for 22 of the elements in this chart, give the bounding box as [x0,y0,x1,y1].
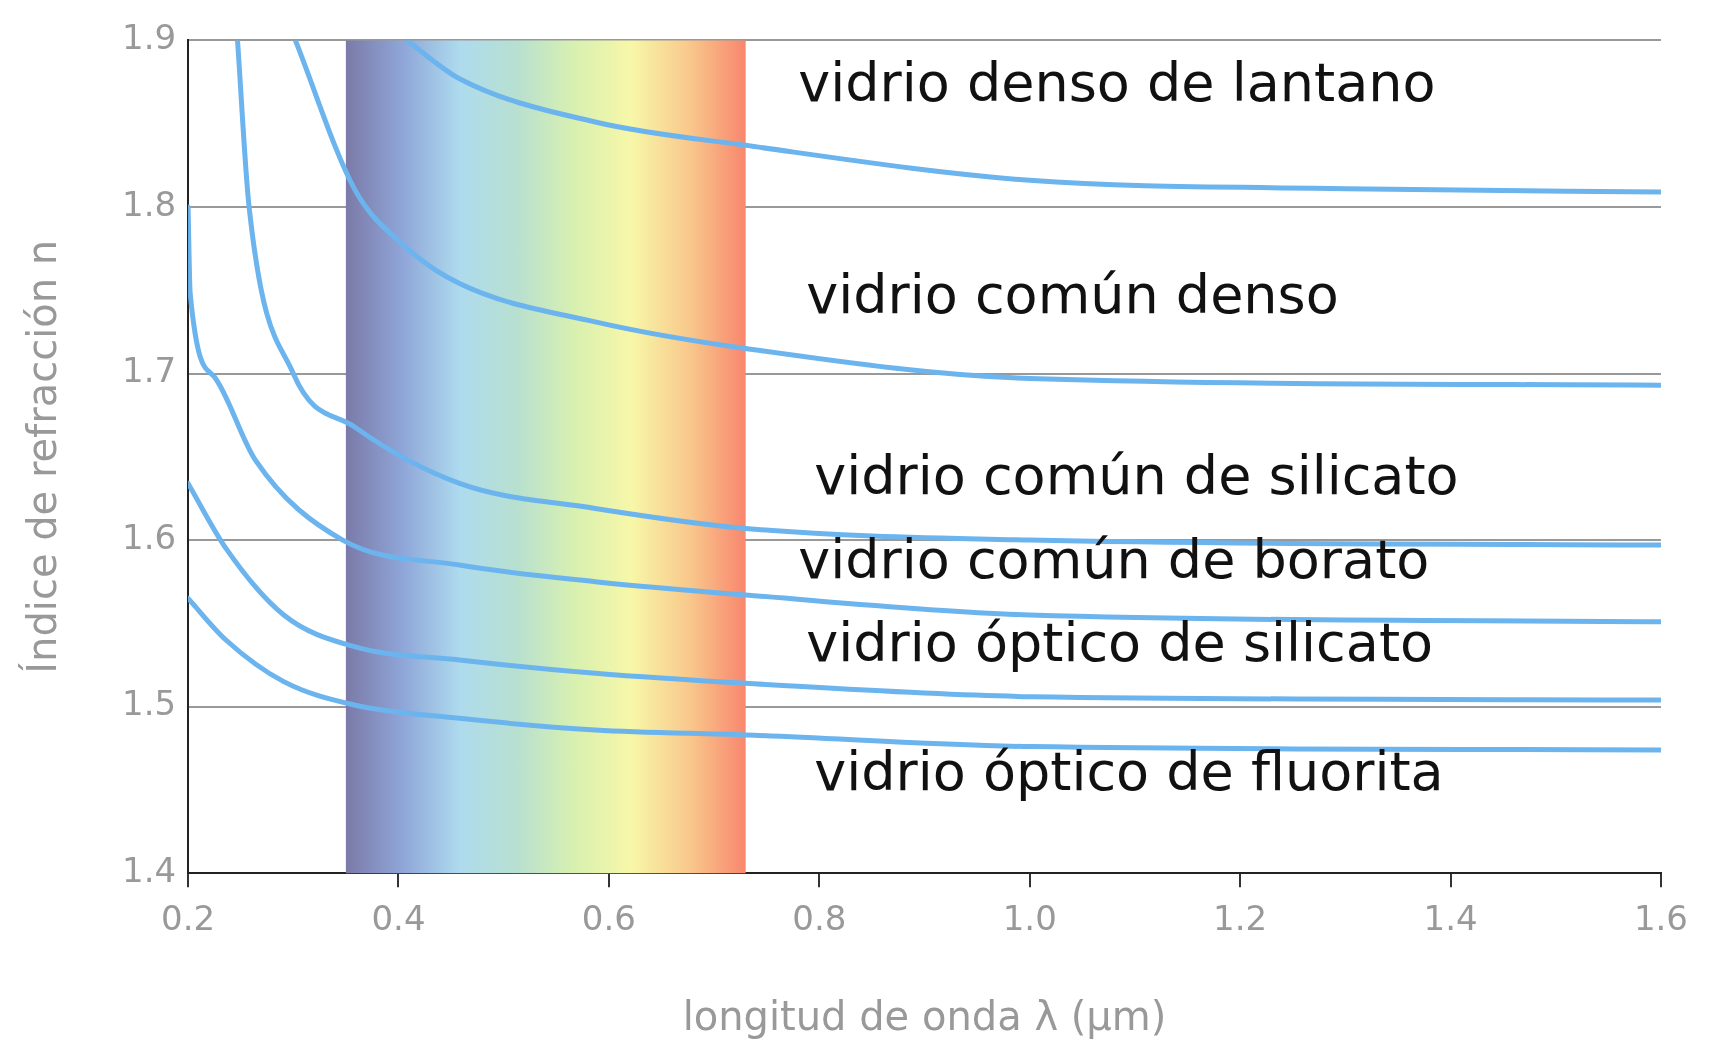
series-label: vidrio común de silicato [814,444,1459,508]
y-tick-label: 1.9 [121,17,177,58]
x-tick-label: 0.8 [792,898,847,939]
y-tick-label: 1.6 [121,516,177,557]
x-tick-label: 1.4 [1423,898,1478,939]
series-label: vidrio común denso [806,263,1339,327]
y-tick-label: 1.5 [121,683,177,724]
x-tick-label: 0.6 [581,898,636,939]
series-label: vidrio común de borato [798,527,1430,591]
y-tick-label: 1.8 [121,183,177,224]
y-tick-label: 1.4 [121,850,177,891]
x-tick-label: 0.2 [161,898,216,939]
series-label: vidrio óptico de silicato [806,611,1434,675]
x-tick-label: 1.0 [1002,898,1057,939]
y-axis-title: Índice de refracción n [18,239,66,674]
x-axis-title: longitud de onda λ (µm) [682,993,1167,1040]
series-label: vidrio denso de lantano [798,51,1436,114]
x-tick-label: 1.2 [1213,898,1268,939]
x-tick-label: 1.6 [1633,898,1688,939]
y-tick-label: 1.7 [121,350,177,391]
series-label: vidrio óptico de fluorita [814,739,1444,803]
x-tick-label: 0.4 [371,898,426,939]
